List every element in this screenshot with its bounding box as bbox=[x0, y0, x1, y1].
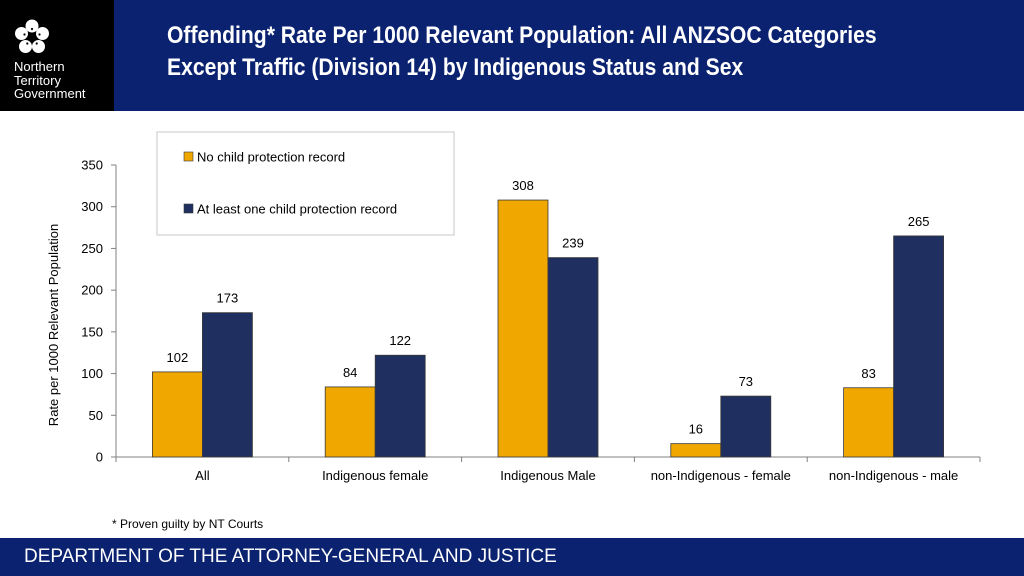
y-tick-label: 150 bbox=[81, 324, 103, 339]
logo-wordmark: Northern Territory Government bbox=[14, 60, 86, 101]
y-tick-label: 250 bbox=[81, 241, 103, 256]
data-label: 308 bbox=[512, 178, 534, 193]
title-line-2: Except Traffic (Division 14) by Indigeno… bbox=[167, 54, 744, 81]
logo-line: Government bbox=[14, 86, 86, 101]
bar-no-record bbox=[843, 387, 894, 458]
legend-label: No child protection record bbox=[197, 150, 345, 165]
bar-no-record bbox=[497, 199, 549, 458]
y-axis-title: Rate per 1000 Relevant Population bbox=[46, 224, 61, 426]
y-tick-label: 200 bbox=[81, 283, 103, 298]
bar-with-record bbox=[720, 395, 772, 458]
x-tick-label: non-Indigenous - female bbox=[651, 468, 791, 483]
y-tick-label: 350 bbox=[81, 158, 103, 173]
x-tick-label: non-Indigenous - male bbox=[829, 468, 958, 483]
data-label: 265 bbox=[908, 214, 930, 229]
footnote: * Proven guilty by NT Courts bbox=[112, 517, 264, 531]
bar-no-record bbox=[324, 386, 376, 458]
y-tick-label: 300 bbox=[81, 199, 103, 214]
flower-icon bbox=[15, 19, 49, 53]
header-banner: Northern Territory Government Offending*… bbox=[0, 0, 1024, 111]
bar-with-record bbox=[374, 354, 426, 458]
x-tick-label: Indigenous female bbox=[322, 468, 428, 483]
y-tick-label: 100 bbox=[81, 366, 103, 381]
data-label: 84 bbox=[343, 365, 357, 380]
bar-with-record bbox=[547, 257, 599, 458]
legend-swatch bbox=[183, 151, 194, 162]
data-label: 83 bbox=[861, 366, 875, 381]
logo-line: Northern bbox=[14, 59, 65, 74]
bar-chart: 0 50 100 150 200 250 300 350 Rate per 1000 Relev… bbox=[46, 131, 981, 483]
bar-no-record bbox=[151, 371, 203, 458]
legend-label: At least one child protection record bbox=[197, 202, 397, 217]
logo-line: Territory bbox=[14, 72, 61, 88]
bar-no-record bbox=[670, 443, 722, 458]
x-tick-label: All bbox=[195, 468, 210, 483]
data-label: 16 bbox=[689, 422, 703, 437]
data-label: 122 bbox=[389, 333, 411, 348]
data-label: 73 bbox=[739, 374, 753, 389]
y-tick-label: 0 bbox=[96, 450, 103, 465]
slide-title: Offending* Rate Per 1000 Relevant Popula… bbox=[167, 20, 889, 84]
nt-government-logo: Northern Territory Government bbox=[0, 0, 114, 111]
data-label: 102 bbox=[167, 350, 189, 365]
legend-swatch bbox=[183, 203, 194, 214]
data-label: 239 bbox=[562, 236, 584, 251]
title-line-1: Offending* Rate Per 1000 Relevant Popula… bbox=[167, 22, 877, 49]
y-tick-label: 50 bbox=[89, 408, 103, 423]
footer-banner: DEPARTMENT OF THE ATTORNEY-GENERAL AND J… bbox=[0, 538, 1024, 576]
x-tick-label: Indigenous Male bbox=[500, 468, 595, 483]
data-label: 173 bbox=[217, 291, 239, 306]
bar-with-record bbox=[893, 235, 944, 458]
legend-box bbox=[156, 131, 455, 236]
department-name: DEPARTMENT OF THE ATTORNEY-GENERAL AND J… bbox=[24, 546, 557, 567]
bar-with-record bbox=[201, 312, 253, 458]
